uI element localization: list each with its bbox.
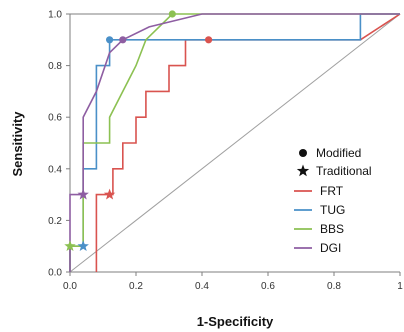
x-tick-label: 0.6 xyxy=(261,281,275,292)
modified-point-tug xyxy=(106,36,114,44)
legend-modified-marker xyxy=(299,149,307,157)
y-tick-label: 0.6 xyxy=(48,113,62,124)
x-tick-label: 0.8 xyxy=(327,281,341,292)
modified-point-bbs xyxy=(168,10,176,18)
y-tick-label: 0.0 xyxy=(48,268,62,279)
y-axis-title: Sensitivity xyxy=(10,111,25,177)
traditional-point-dgi xyxy=(77,188,89,200)
x-tick-label: 0.4 xyxy=(195,281,209,292)
legend: Modified Traditional FRT TUG BBS DGI xyxy=(294,146,372,255)
reference-diagonal-line xyxy=(69,13,401,273)
y-tick-label: 1.0 xyxy=(48,10,62,21)
legend-label-bbs: BBS xyxy=(320,222,344,236)
traditional-point-frt xyxy=(103,188,116,200)
legend-label-traditional: Traditional xyxy=(316,164,372,178)
y-tick-label: 0.8 xyxy=(48,61,62,72)
legend-label-dgi: DGI xyxy=(320,241,341,255)
y-tick-label: 0.2 xyxy=(48,216,62,227)
markers-layer xyxy=(64,10,213,252)
y-tick-label: 0.4 xyxy=(48,164,62,175)
modified-point-frt xyxy=(205,36,213,44)
x-tick-label: 1 xyxy=(397,281,403,292)
modified-point-dgi xyxy=(119,36,127,44)
series-line-dgi xyxy=(69,13,400,272)
x-axis-title: 1-Specificity xyxy=(197,314,274,329)
traditional-point-tug xyxy=(77,240,89,252)
x-tick-label: 0.2 xyxy=(129,281,143,292)
legend-label-frt: FRT xyxy=(320,184,344,198)
legend-label-tug: TUG xyxy=(320,203,345,217)
legend-traditional-marker xyxy=(296,164,310,177)
legend-label-modified: Modified xyxy=(316,146,361,160)
x-tick-label: 0.0 xyxy=(63,281,77,292)
traditional-point-bbs xyxy=(64,240,76,252)
